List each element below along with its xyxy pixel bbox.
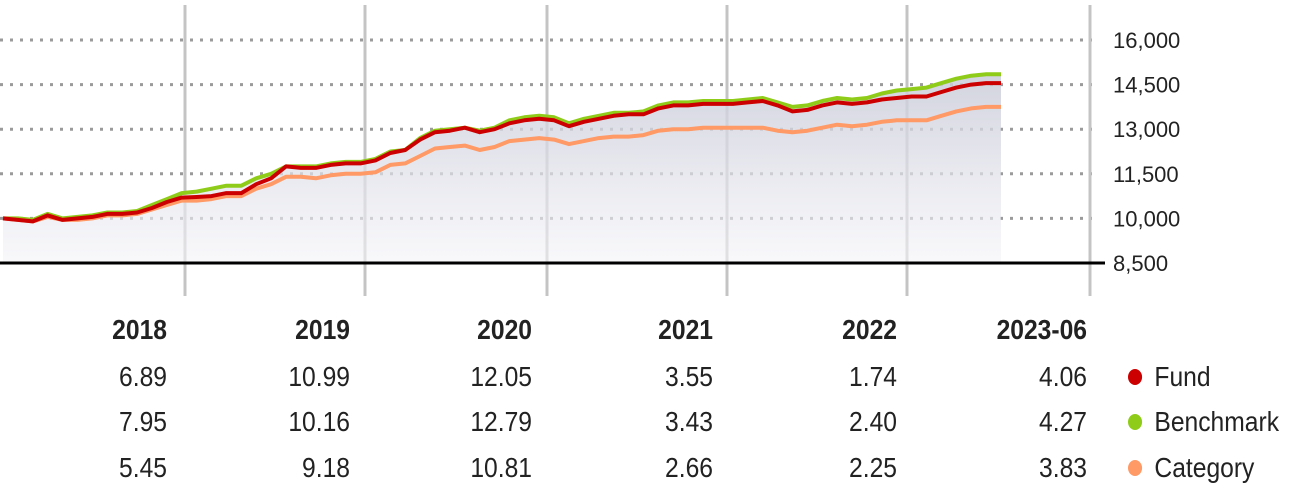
return-value-category: 2.66 (665, 452, 713, 483)
year-header: 2021 (658, 314, 713, 345)
y-tick-label: 14,500 (1113, 73, 1180, 98)
legend-swatch (1128, 368, 1143, 385)
year-header: 2019 (295, 314, 350, 345)
legend-item-fund: Fund (1128, 361, 1211, 393)
return-value-fund: 1.74 (849, 361, 897, 392)
legend-label: Category (1154, 452, 1255, 483)
return-value-benchmark: 7.95 (119, 406, 167, 437)
return-value-category: 5.45 (119, 452, 167, 483)
series-line-category (2, 104, 1001, 224)
legend-swatch (1128, 413, 1143, 430)
return-value-benchmark: 3.43 (665, 406, 713, 437)
return-value-category: 3.83 (1039, 452, 1087, 483)
return-value-fund: 6.89 (119, 361, 167, 392)
legend-label: Fund (1154, 361, 1211, 392)
return-value-benchmark: 10.16 (288, 406, 350, 437)
return-value-benchmark: 4.27 (1039, 406, 1087, 437)
y-tick-label: 10,000 (1113, 206, 1180, 231)
returns-table: 2018 2019 2020 2021 2022 2023-06 6.89 10.99 12.0… (0, 306, 1306, 497)
return-value-fund: 4.06 (1039, 361, 1087, 392)
y-tick-label: 8,500 (1113, 251, 1168, 276)
legend-item-category: Category (1128, 452, 1254, 484)
year-header: 2023-06 (996, 314, 1087, 345)
legend-label: Benchmark (1154, 406, 1280, 437)
return-value-fund: 10.99 (288, 361, 350, 392)
growth-chart: 16,000 14,500 13,000 11,500 10,000 8,500 (0, 5, 1180, 296)
y-tick-label: 11,500 (1113, 162, 1179, 187)
year-header: 2020 (477, 314, 532, 345)
series-line-fund (2, 81, 1001, 224)
return-value-fund: 12.05 (470, 361, 532, 392)
year-header: 2022 (842, 314, 897, 345)
return-value-benchmark: 12.79 (470, 406, 532, 437)
return-value-category: 9.18 (302, 452, 350, 483)
year-header: 2018 (112, 314, 167, 345)
benchmark-area (3, 74, 1001, 263)
y-tick-label: 16,000 (1113, 28, 1180, 53)
legend-swatch (1128, 459, 1143, 476)
legend-item-benchmark: Benchmark (1128, 406, 1279, 438)
y-tick-label: 13,000 (1113, 117, 1180, 142)
return-value-category: 10.81 (470, 452, 532, 483)
return-value-benchmark: 2.40 (849, 406, 897, 437)
return-value-category: 2.25 (849, 452, 897, 483)
series-line-benchmark (3, 72, 1001, 222)
return-value-fund: 3.55 (665, 361, 713, 392)
